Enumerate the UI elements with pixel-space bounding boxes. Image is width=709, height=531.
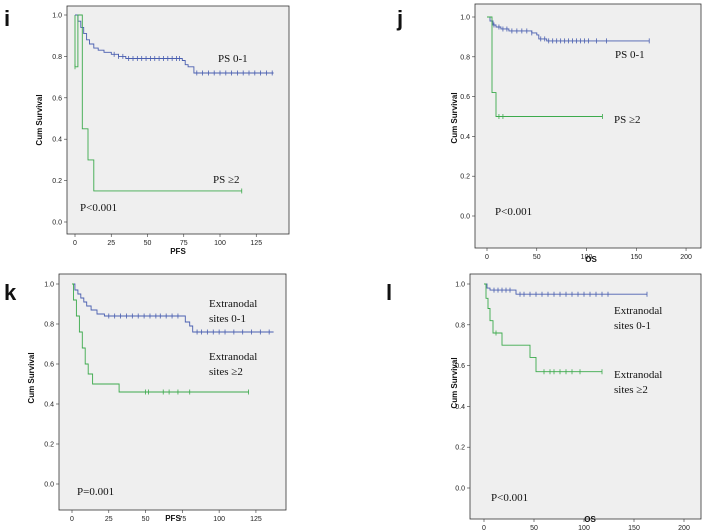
x-tick-label: 25 xyxy=(107,240,115,247)
y-tick-label: 0.4 xyxy=(44,402,54,409)
plot-area xyxy=(66,5,290,235)
group-label: PS ≥2 xyxy=(213,174,240,186)
y-tick-label: 0.6 xyxy=(44,362,54,369)
y-axis-title: Cum Survival xyxy=(450,357,459,408)
x-axis-title: OS xyxy=(584,515,596,524)
panel-letter: l xyxy=(386,280,392,305)
x-tick-label: 100 xyxy=(214,240,226,247)
series-high xyxy=(487,16,603,119)
x-tick-label: 125 xyxy=(250,240,262,247)
x-tick-label: 25 xyxy=(105,516,113,523)
y-axis-title: Cum Survival xyxy=(450,92,459,143)
x-tick-label: 50 xyxy=(144,240,152,247)
group-label: PS ≥2 xyxy=(614,114,641,126)
y-tick-label: 0.4 xyxy=(52,137,62,144)
y-axis-title: Cum Survival xyxy=(27,352,36,403)
x-tick-label: 125 xyxy=(250,516,262,523)
y-tick-label: 1.0 xyxy=(44,282,54,289)
y-tick-label: 0.8 xyxy=(460,54,470,61)
y-tick-label: 0.6 xyxy=(455,363,465,370)
series-low xyxy=(72,283,274,335)
x-tick-label: 150 xyxy=(628,525,640,531)
y-tick-label: 0.2 xyxy=(460,174,470,181)
panel-i: i 0.0 0.2 0.4 0.6 0.8 1.0 0 25 50 75 100 125 Cum Surv… xyxy=(4,5,290,256)
y-tick-label: 0.2 xyxy=(455,445,465,452)
series-low xyxy=(484,283,648,297)
x-axis-title: PFS xyxy=(170,247,186,256)
y-tick-label: 1.0 xyxy=(460,15,470,22)
y-tick-label: 0.6 xyxy=(460,94,470,101)
x-tick-label: 50 xyxy=(533,254,541,261)
x-axis-title: PFS xyxy=(165,514,181,523)
x-tick-label: 100 xyxy=(213,516,225,523)
y-tick-label: 0.4 xyxy=(460,134,470,141)
series-high xyxy=(74,14,243,194)
x-tick-label: 75 xyxy=(180,240,188,247)
panel-letter: i xyxy=(4,6,10,31)
group-label: Extranodal xyxy=(209,351,257,363)
p-value: P=0.001 xyxy=(77,486,114,498)
panel-letter: j xyxy=(396,6,403,31)
group-label: sites ≥2 xyxy=(614,384,648,396)
group-label: PS 0-1 xyxy=(218,53,248,65)
plot-area xyxy=(469,273,702,520)
x-tick-label: 50 xyxy=(530,525,538,531)
x-tick-label: 100 xyxy=(578,525,590,531)
x-tick-label: 50 xyxy=(142,516,150,523)
survival-curve xyxy=(75,14,274,74)
survival-curve xyxy=(72,283,274,333)
y-axis-title: Cum Survival xyxy=(35,94,44,145)
y-tick-label: 1.0 xyxy=(52,13,62,20)
series-low xyxy=(75,14,274,76)
x-tick-label: 0 xyxy=(485,254,489,261)
survival-curve xyxy=(487,16,650,42)
group-label: Extranodal xyxy=(209,298,257,310)
survival-curve xyxy=(487,16,603,117)
y-tick-label: 0.6 xyxy=(52,95,62,102)
x-tick-label: 0 xyxy=(73,240,77,247)
panel-j: j 0.0 0.2 0.4 0.6 0.8 1.0 0 50 100 150 200 Cum Survi… xyxy=(396,3,702,264)
group-label: sites ≥2 xyxy=(209,366,243,378)
p-value: P<0.001 xyxy=(80,202,117,214)
y-tick-label: 0.8 xyxy=(52,54,62,61)
y-tick-label: 0.2 xyxy=(44,442,54,449)
panel-l: l 0.0 0.2 0.4 0.6 0.8 1.0 0 50 100 150 200 Cum Survi… xyxy=(386,273,702,531)
x-axis-title: OS xyxy=(585,255,597,264)
y-tick-label: 0.0 xyxy=(460,214,470,221)
y-tick-label: 0.2 xyxy=(52,178,62,185)
y-tick-label: 0.0 xyxy=(455,486,465,493)
p-value: P<0.001 xyxy=(495,206,532,218)
y-tick-label: 0.0 xyxy=(44,482,54,489)
x-tick-label: 150 xyxy=(630,254,642,261)
survival-curve xyxy=(74,14,242,192)
series-high xyxy=(72,283,249,395)
group-label: PS 0-1 xyxy=(615,49,645,61)
x-tick-label: 100 xyxy=(581,254,593,261)
y-tick-label: 0.8 xyxy=(44,322,54,329)
x-tick-label: 0 xyxy=(482,525,486,531)
y-tick-label: 0.8 xyxy=(455,322,465,329)
survival-curve xyxy=(484,283,647,295)
panel-k: k 0.0 0.2 0.4 0.6 0.8 1.0 0 25 50 75 100 125 Cum Surv… xyxy=(4,273,287,523)
survival-curve xyxy=(484,283,602,373)
series-high xyxy=(484,283,603,375)
x-tick-label: 200 xyxy=(678,525,690,531)
y-tick-label: 1.0 xyxy=(455,282,465,289)
p-value: P<0.001 xyxy=(491,492,528,504)
group-label: Extranodal xyxy=(614,369,662,381)
y-tick-label: 0.0 xyxy=(52,220,62,227)
series-low xyxy=(487,16,650,44)
x-tick-label: 0 xyxy=(70,516,74,523)
group-label: sites 0-1 xyxy=(209,313,246,325)
panel-letter: k xyxy=(4,280,17,305)
group-label: sites 0-1 xyxy=(614,320,651,332)
survival-curve xyxy=(72,283,249,393)
x-tick-label: 75 xyxy=(178,516,186,523)
group-label: Extranodal xyxy=(614,305,662,317)
y-tick-label: 0.4 xyxy=(455,404,465,411)
plot-area xyxy=(474,3,702,249)
x-tick-label: 200 xyxy=(680,254,692,261)
